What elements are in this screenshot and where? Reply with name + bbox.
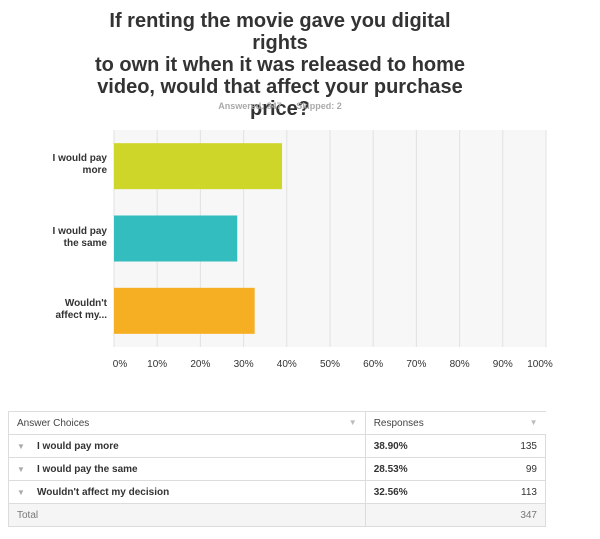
x-tick-label: 90% [492,359,513,370]
responses-header[interactable]: Responses ▼ [364,411,546,435]
response-count: 99 [431,457,547,481]
category-label-line: more [82,165,107,177]
category-label-line: I would pay [52,153,107,165]
bar-chart [113,130,547,347]
table-row: ▼ Wouldn't affect my decision 32.56% 113 [8,480,547,504]
answer-choice-cell: ▼ Wouldn't affect my decision [8,480,366,504]
title-line: video, would that affect your purchase [97,76,463,98]
total-row: Total 347 [8,503,547,527]
response-percent: 38.90% [364,434,432,458]
category-label: I would pay more [30,153,107,177]
category-label-line: Wouldn't [64,297,107,309]
x-tick-label: 80% [449,359,470,370]
title-line: price? [249,98,311,120]
responses-header-label: Responses [373,417,424,429]
answer-choice-cell: ▼ I would pay the same [8,457,366,481]
table-row: ▼ I would pay more 38.90% 135 [8,434,547,458]
table-row: ▼ I would pay the same 28.53% 99 [8,457,547,481]
x-tick-label: 70% [406,359,427,370]
answer-choice-label: Wouldn't affect my decision [37,486,170,498]
response-percent: 32.56% [364,480,432,504]
chart-title: If renting the movie gave you digital ri… [80,10,480,120]
x-tick-label: 0% [112,359,128,370]
title-line: to own it when it was released to home [94,54,466,76]
response-percent: 28.53% [364,457,432,481]
category-label-line: affect my... [55,309,108,321]
triangle-down-icon[interactable]: ▼ [17,464,25,474]
x-tick-label: 40% [276,359,297,370]
response-count: 135 [431,434,547,458]
response-stats: Answered: 347 Skipped: 2 [0,101,560,111]
triangle-down-icon[interactable]: ▼ [17,487,25,497]
response-count: 113 [431,480,547,504]
category-label: I would pay the same [30,226,107,250]
table-header-row: Answer Choices ▼ Responses ▼ [8,411,546,435]
category-label-line: the same [63,237,107,249]
answer-choices-header-label: Answer Choices [17,417,90,429]
answer-choice-cell: ▼ I would pay more [8,434,366,458]
x-tick-label: 60% [363,359,384,370]
bar[interactable] [114,287,255,334]
answer-choice-label: I would pay the same [37,463,138,475]
x-tick-label: 50% [319,359,340,370]
answer-choice-label: I would pay more [37,440,119,452]
responses-table: Answer Choices ▼ Responses ▼ ▼ I would pa… [8,411,547,527]
answer-choices-header[interactable]: Answer Choices ▼ [8,411,366,435]
sort-icon[interactable]: ▼ [348,417,357,427]
x-tick-label: 30% [233,359,254,370]
answered-count: Answered: 347 [218,101,282,111]
total-spacer [364,503,432,527]
sort-icon[interactable]: ▼ [529,417,538,427]
x-tick-label: 10% [147,359,168,370]
x-tick-label: 100% [527,359,553,370]
bar[interactable] [114,215,238,262]
x-tick-label: 20% [190,359,211,370]
bar[interactable] [114,143,283,190]
skipped-count: Skipped: 2 [296,101,342,111]
total-count: 347 [431,503,547,527]
total-label: Total [8,503,366,527]
title-line: If renting the movie gave you digital ri… [109,10,451,54]
category-label-line: I would pay [52,225,107,237]
triangle-down-icon[interactable]: ▼ [17,441,25,451]
category-label: Wouldn't affect my... [30,297,108,322]
